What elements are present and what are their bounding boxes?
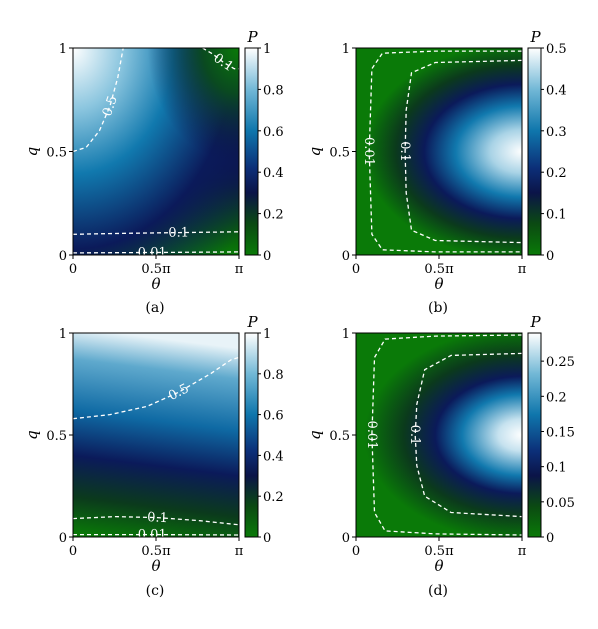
colorbar — [527, 47, 542, 256]
y-tick-label: 0 — [59, 531, 67, 546]
panel-c: 0.50.10.010 0.5π π00.51θq(c)P00.20.40.60.8… — [23, 313, 284, 599]
contour-line-0.01 — [371, 334, 522, 536]
y-axis-label: q — [23, 147, 41, 157]
contour-label-0.01: 0.01 — [361, 137, 376, 166]
contour-line-0.1 — [414, 352, 522, 518]
colorbar-tick-label: 0.2 — [546, 166, 567, 181]
colorbar-tick-label: 0 — [546, 249, 554, 264]
x-axis-label: θ — [151, 557, 160, 575]
colorbar-tick-label: 0.6 — [263, 125, 284, 140]
colorbar-tick-label: 0.4 — [263, 166, 284, 181]
colorbar-label: P — [529, 313, 541, 331]
panel-caption: (d) — [428, 583, 448, 599]
panel-caption: (a) — [145, 300, 164, 316]
heatmap-layer — [73, 333, 239, 537]
colorbar-tick-label: 0.25 — [546, 355, 575, 370]
contour-line-0.1 — [202, 47, 239, 70]
y-tick-label: 1 — [342, 42, 350, 57]
x-axis-label: θ — [434, 275, 443, 293]
contour-label-0.1: 0.1 — [168, 226, 189, 241]
x-tick-label: π — [518, 544, 527, 559]
x-tick-label: 0 — [69, 262, 77, 277]
contour-line-0.01 — [72, 251, 239, 254]
y-tick-label: 1 — [59, 42, 67, 57]
colorbar-tick-label: 1 — [263, 327, 271, 342]
contour-line-0.01 — [368, 50, 522, 253]
y-tick-label: 1 — [59, 327, 67, 342]
contour-label-0.1: 0.1 — [407, 425, 422, 446]
x-tick-label: 0.5π — [424, 262, 454, 277]
contour-label-0.01: 0.01 — [138, 245, 167, 260]
y-axis-label: q — [306, 430, 324, 440]
panel-d: 0.01 0.1 0 0.5π π 0 0.5 1 θ q (d) P 0 0.05 0.1 0.15 0.2 0… — [306, 313, 575, 599]
y-tick-label: 0.5 — [329, 146, 350, 161]
heatmap-layer — [356, 48, 522, 255]
contour-line-0.1 — [72, 231, 239, 235]
x-tick-label: 0.5π — [141, 544, 171, 559]
colorbar-tick-label: 0.1 — [546, 461, 567, 476]
contour-label-0.1: 0.1 — [397, 141, 412, 162]
colorbar-label: P — [246, 313, 258, 331]
colorbar-tick-label: 0.3 — [546, 125, 567, 140]
x-tick-label: 0.5π — [424, 544, 454, 559]
colorbar-tick-label: 0 — [546, 531, 554, 546]
x-axis-label: θ — [151, 275, 160, 293]
heatmap-layer — [73, 48, 239, 255]
y-tick-label: 0.5 — [46, 146, 67, 161]
colorbar-tick-label: 0 — [263, 531, 271, 546]
contour-line-0.1 — [404, 59, 522, 244]
heatmap-layer — [356, 333, 522, 537]
contour-label-0.01: 0.01 — [138, 528, 167, 543]
y-tick-label: 0.5 — [329, 429, 350, 444]
y-tick-label: 0 — [59, 249, 67, 264]
contour-label-0.01: 0.01 — [364, 420, 379, 449]
x-axis-label: θ — [434, 557, 443, 575]
x-tick-label: π — [518, 262, 527, 277]
colorbar-tick-label: 0 — [263, 249, 271, 264]
y-tick-label: 0 — [342, 249, 350, 264]
colorbar-label: P — [529, 28, 541, 46]
colorbar-tick-label: 0.2 — [546, 390, 567, 405]
y-axis-label: q — [23, 430, 41, 440]
y-tick-label: 0.5 — [46, 429, 67, 444]
colorbar-tick-label: 0.4 — [546, 83, 567, 98]
colorbar-tick-label: 0.4 — [263, 449, 284, 464]
y-tick-label: 0 — [342, 531, 350, 546]
x-tick-label: 0 — [352, 262, 360, 277]
y-tick-label: 1 — [342, 327, 350, 342]
colorbar — [244, 47, 259, 256]
x-tick-label: π — [235, 544, 244, 559]
x-tick-label: 0.5π — [141, 262, 171, 277]
panel-caption: (c) — [146, 583, 165, 599]
x-tick-label: 0 — [69, 544, 77, 559]
colorbar-tick-label: 0.05 — [546, 496, 575, 511]
colorbar-tick-label: 1 — [263, 42, 271, 57]
colorbar-tick-label: 0.8 — [263, 368, 284, 383]
panel-a: 0.50.10.10.010 0.5π π00.51θq(a)P00.20.40.6… — [23, 28, 284, 316]
colorbar-tick-label: 0.6 — [263, 409, 284, 424]
contour-label-0.1: 0.1 — [147, 510, 168, 526]
contour-line-0.1 — [72, 515, 239, 526]
colorbar — [527, 332, 542, 538]
y-axis-label: q — [306, 147, 324, 157]
panel-b: 0.01 0.1 0 0.5π π 0 0.5 1 θ q (b) P 0 0.1 0.2 0.3 0.4 0.5 — [306, 28, 567, 316]
colorbar-tick-label: 0.5 — [546, 42, 567, 57]
colorbar-tick-label: 0.8 — [263, 83, 284, 98]
x-tick-label: π — [235, 262, 244, 277]
panel-caption: (b) — [428, 300, 448, 316]
contour-line-0.5 — [72, 356, 240, 420]
colorbar-label: P — [246, 28, 258, 46]
colorbar-tick-label: 0.2 — [263, 208, 284, 223]
contour-label-0.5: 0.5 — [100, 94, 121, 118]
colorbar-tick-label: 0.15 — [546, 425, 575, 440]
colorbar-tick-label: 0.1 — [546, 208, 567, 223]
x-tick-label: 0 — [352, 544, 360, 559]
colorbar-tick-label: 0.2 — [263, 490, 284, 505]
colorbar — [244, 332, 259, 538]
